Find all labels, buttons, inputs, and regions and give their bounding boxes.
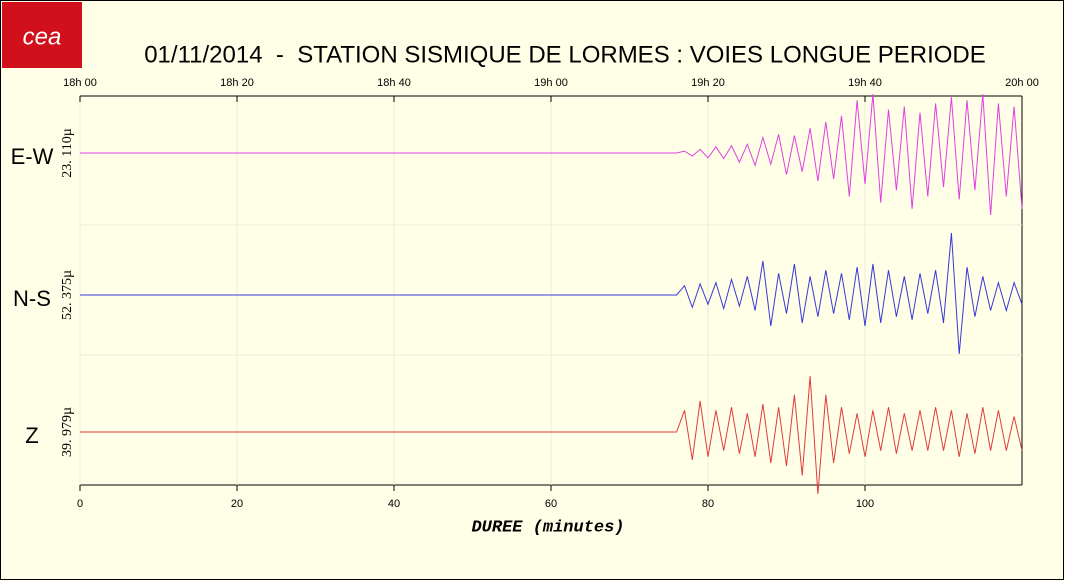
x-tick-label: 60 (545, 498, 557, 510)
x-tick-label: 0 (77, 498, 83, 510)
logo: cea (23, 23, 62, 50)
trace (80, 94, 1023, 216)
x2-tick-label: 20h 00 (1005, 77, 1039, 89)
trace (80, 376, 1023, 495)
x2-tick-label: 18h 20 (220, 77, 254, 89)
channel-label: N-S (13, 286, 51, 311)
x-tick-label: 100 (856, 498, 874, 510)
scale-label: 23. 110µ (60, 128, 75, 178)
x2-tick-label: 19h 00 (534, 77, 568, 89)
x-tick-label: 40 (388, 498, 400, 510)
x2-tick-label: 19h 20 (691, 77, 725, 89)
logo-box (2, 2, 82, 68)
scale-label: 39. 979µ (60, 407, 75, 457)
scale-label: 52. 375µ (60, 270, 75, 320)
x-axis-title: DUREE (minutes) (471, 518, 624, 537)
channel-label: E-W (11, 144, 54, 169)
x2-tick-label: 18h 40 (377, 77, 411, 89)
trace (80, 232, 1023, 354)
channel-label: Z (25, 423, 38, 448)
x-tick-label: 80 (702, 498, 714, 510)
x2-tick-label: 18h 00 (63, 77, 97, 89)
x-tick-label: 20 (231, 498, 243, 510)
chart-title: 01/11/2014 - STATION SISMIQUE DE LORMES … (144, 41, 986, 68)
x2-tick-label: 19h 40 (848, 77, 882, 89)
